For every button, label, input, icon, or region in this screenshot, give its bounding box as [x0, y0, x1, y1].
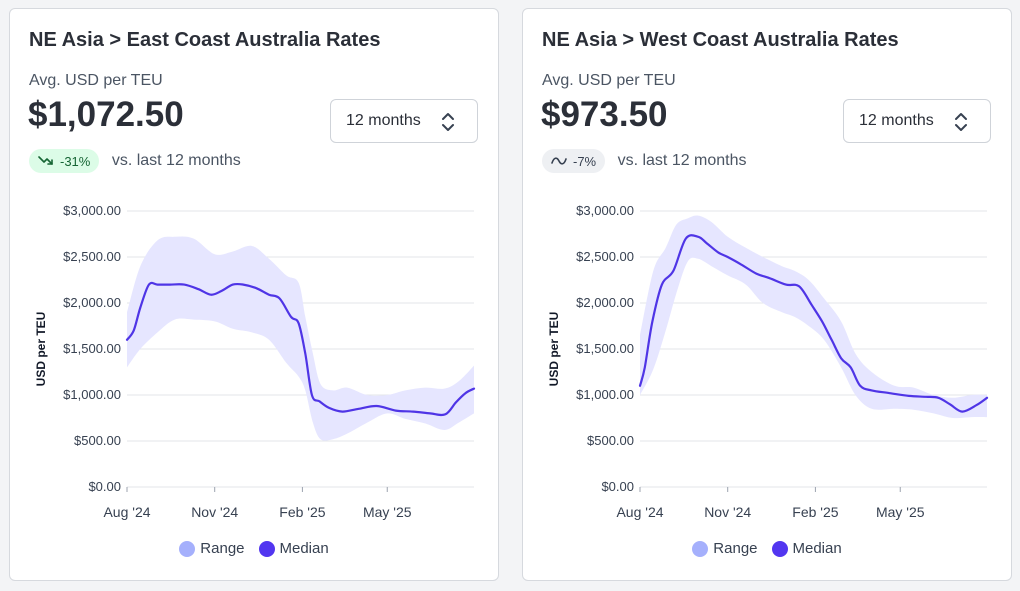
legend-label-range: Range [200, 540, 245, 557]
y-tick-label: $2,000.00 [63, 295, 121, 310]
metric-label: Avg. USD per TEU [542, 72, 676, 89]
comparison-text: vs. last 12 months [617, 152, 747, 169]
x-tick-label: Feb '25 [792, 504, 838, 520]
range-band [640, 215, 987, 419]
trend-flat-icon [551, 157, 567, 165]
time-range-select[interactable]: 12 months [843, 99, 991, 143]
y-tick-label: $1,000.00 [63, 387, 121, 402]
card-title: NE Asia > East Coast Australia Rates [29, 29, 381, 51]
legend-swatch-median [771, 540, 788, 557]
change-badge: -31% [29, 149, 100, 173]
chart-legend: Range Median [10, 540, 498, 557]
median-line [125, 281, 476, 417]
y-tick-label: $500.00 [587, 433, 634, 448]
rate-chart: $0.00 $500.00 $1,000.00 $1,500.00 $2,000.00 $… [547, 203, 989, 520]
y-tick-label: $2,500.00 [63, 249, 121, 264]
y-tick-label: $3,000.00 [63, 203, 121, 218]
change-row: -7% vs. last 12 months [542, 149, 747, 175]
y-tick-label: $1,000.00 [576, 387, 634, 402]
legend-swatch-median [258, 540, 275, 557]
legend-swatch-range [179, 540, 196, 557]
time-range-value: 12 months [346, 112, 421, 129]
rate-card-east-coast: NE Asia > East Coast Australia Rates Avg… [9, 8, 499, 581]
rate-chart: $0.00 $500.00 $1,000.00 $1,500.00 $2,000.00 $… [34, 203, 476, 520]
x-tick-label: Nov '24 [191, 504, 238, 520]
y-tick-label: $2,500.00 [576, 249, 634, 264]
legend-swatch-range [692, 540, 709, 557]
legend-item-range[interactable]: Range [179, 540, 245, 557]
trend-down-icon [38, 156, 53, 165]
legend-label-median: Median [792, 540, 842, 557]
x-tick-label: May '25 [876, 504, 925, 520]
rate-card-west-coast: NE Asia > West Coast Australia Rates Avg… [522, 8, 1012, 581]
x-tick-label: Aug '24 [616, 504, 663, 520]
metric-label: Avg. USD per TEU [29, 72, 163, 89]
time-range-value: 12 months [859, 112, 934, 129]
y-tick-label: $3,000.00 [576, 203, 634, 218]
legend-item-range[interactable]: Range [692, 540, 758, 557]
chevron-up-down-icon [955, 113, 967, 131]
range-band [127, 236, 474, 441]
y-tick-label: $1,500.00 [576, 341, 634, 356]
change-row: -31% vs. last 12 months [29, 149, 241, 175]
y-tick-label: $1,500.00 [63, 341, 121, 356]
x-tick-label: Aug '24 [103, 504, 150, 520]
change-badge: -7% [542, 149, 606, 173]
x-tick-label: Feb '25 [279, 504, 325, 520]
time-range-select[interactable]: 12 months [330, 99, 478, 143]
y-axis-label: USD per TEU [34, 312, 48, 387]
median-line [638, 234, 989, 413]
change-percent: -31% [60, 153, 91, 169]
change-percent: -7% [573, 153, 597, 169]
comparison-text: vs. last 12 months [111, 152, 241, 169]
chevron-up-down-icon [442, 113, 454, 131]
card-title: NE Asia > West Coast Australia Rates [542, 29, 899, 51]
chart-legend: Range Median [523, 540, 1011, 557]
y-tick-label: $0.00 [601, 479, 634, 494]
legend-item-median[interactable]: Median [771, 540, 842, 557]
y-tick-label: $500.00 [74, 433, 121, 448]
legend-label-median: Median [279, 540, 329, 557]
legend-item-median[interactable]: Median [258, 540, 329, 557]
x-tick-label: May '25 [363, 504, 412, 520]
y-tick-label: $0.00 [88, 479, 121, 494]
legend-label-range: Range [713, 540, 758, 557]
y-axis-label: USD per TEU [547, 312, 561, 387]
x-tick-label: Nov '24 [704, 504, 751, 520]
metric-value: $973.50 [541, 95, 668, 134]
y-tick-label: $2,000.00 [576, 295, 634, 310]
metric-value: $1,072.50 [28, 95, 184, 134]
